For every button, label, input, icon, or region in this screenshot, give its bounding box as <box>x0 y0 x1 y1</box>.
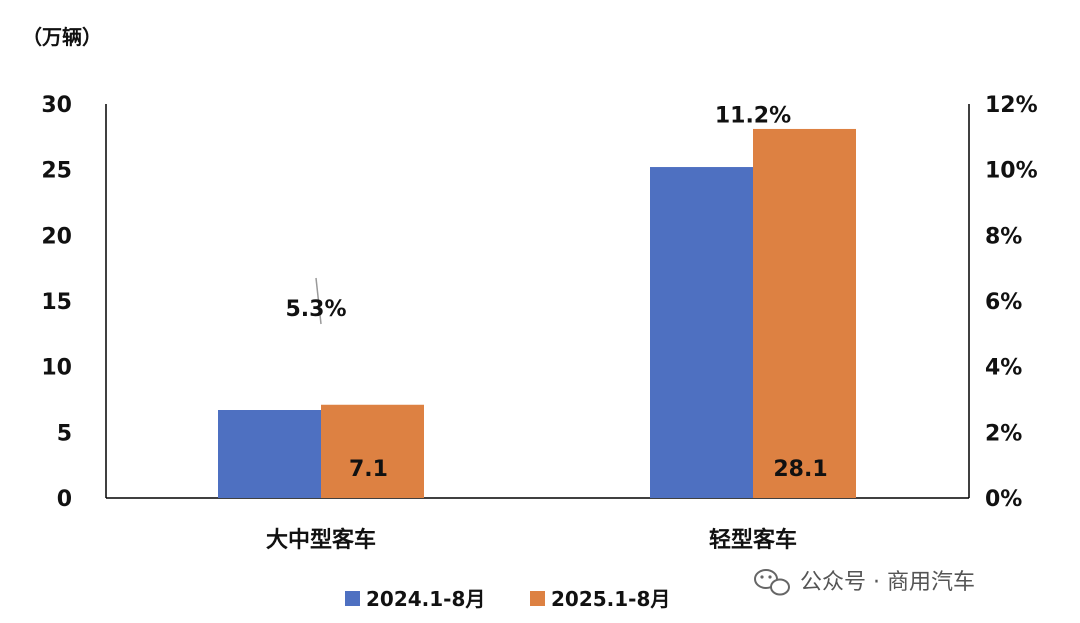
category-label: 轻型客车 <box>709 527 797 553</box>
category-labels: 大中型客车 轻型客车 <box>266 527 797 553</box>
left-tick-label: 5 <box>57 421 72 446</box>
right-tick-label: 0% <box>985 487 1022 512</box>
legend-swatch <box>345 591 360 606</box>
value-label: 28.1 <box>773 457 827 482</box>
right-tick-label: 2% <box>985 421 1022 446</box>
right-tick-label: 10% <box>985 159 1038 184</box>
right-tick-label: 8% <box>985 224 1022 249</box>
value-label: 7.1 <box>349 457 388 482</box>
left-tick-label: 20 <box>41 224 72 249</box>
left-tick-label: 0 <box>57 487 72 512</box>
right-tick-label: 6% <box>985 290 1022 315</box>
left-tick-label: 25 <box>41 159 72 184</box>
watermark-text: 公众号 · 商用汽车 <box>800 570 975 595</box>
wechat-icon <box>754 569 790 596</box>
bar-s1-c1 <box>753 128 856 498</box>
category-label: 大中型客车 <box>266 527 376 553</box>
value-labels: 7.1 28.1 <box>349 457 828 482</box>
bar-series <box>218 128 856 499</box>
left-axis-ticks: 0 5 10 15 20 25 30 <box>41 93 72 512</box>
left-tick-label: 15 <box>41 290 72 315</box>
growth-leader-line <box>315 277 322 325</box>
growth-label: 11.2% <box>715 103 791 128</box>
right-tick-label: 4% <box>985 356 1022 381</box>
legend: 2024.1-8月 2025.1-8月 <box>345 587 670 611</box>
bar-s1-c0 <box>321 404 424 498</box>
watermark: 公众号 · 商用汽车 <box>754 569 975 596</box>
legend-label: 2025.1-8月 <box>551 587 670 611</box>
legend-swatch <box>530 591 545 606</box>
legend-label: 2024.1-8月 <box>366 587 485 611</box>
left-tick-label: 10 <box>41 356 72 381</box>
right-tick-label: 12% <box>985 93 1038 118</box>
left-tick-label: 30 <box>41 93 72 118</box>
growth-label: 5.3% <box>285 297 346 322</box>
y-unit-label: （万辆） <box>22 25 102 49</box>
bar-s0-c1 <box>650 167 753 499</box>
right-axis-ticks: 0% 2% 4% 6% 8% 10% 12% <box>985 93 1038 512</box>
bar-s0-c0 <box>218 410 321 498</box>
growth-labels: 5.3% 11.2% <box>285 103 791 322</box>
